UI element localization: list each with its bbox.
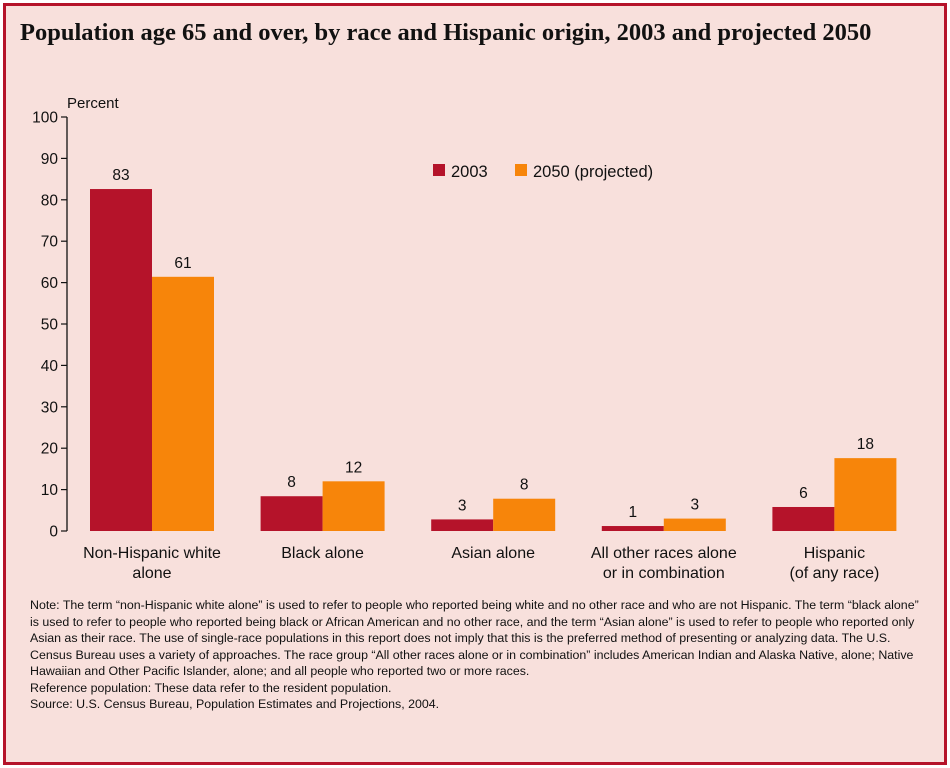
bar [90, 189, 152, 531]
y-tick-label: 30 [41, 399, 59, 416]
y-tick-label: 40 [41, 358, 59, 375]
chart-title: Population age 65 and over, by race and … [20, 19, 872, 46]
category-label: All other races alone [591, 545, 737, 562]
bar-value-label: 6 [799, 485, 808, 502]
legend: 2003 2050 (projected) [433, 163, 653, 181]
y-tick-label: 60 [41, 275, 59, 292]
source-text: Source: U.S. Census Bureau, Population E… [30, 697, 440, 711]
bar [260, 496, 323, 531]
bar-value-label: 18 [857, 436, 874, 453]
bar-value-label: 8 [287, 474, 296, 491]
bar-value-label: 12 [345, 459, 362, 476]
bar [772, 506, 835, 531]
category-label: alone [132, 565, 171, 582]
bar [431, 519, 494, 531]
y-tick-label: 90 [41, 151, 59, 168]
category-label: or in combination [603, 565, 725, 582]
legend-label: 2050 (projected) [533, 163, 653, 181]
category-label: (of any race) [789, 565, 879, 582]
y-tick-label: 50 [41, 317, 59, 334]
legend-label: 2003 [451, 163, 488, 181]
y-axis: 0 10 20 30 40 50 60 70 80 90 100 Percent [32, 95, 119, 541]
y-tick-label: 80 [41, 192, 59, 209]
category-label: Hispanic [804, 545, 865, 562]
legend-swatch [515, 164, 527, 176]
y-tick-label: 0 [49, 524, 58, 541]
bar [601, 526, 664, 531]
bar-value-label: 3 [690, 497, 699, 514]
bar-value-label: 8 [520, 477, 529, 494]
note-text: Note: The term “non-Hispanic white alone… [30, 598, 919, 678]
notes: Note: The term “non-Hispanic white alone… [30, 597, 925, 713]
category-label: Non-Hispanic white [83, 545, 221, 562]
x-axis-labels: Non-Hispanic white alone Black alone Asian … [83, 545, 879, 582]
legend-swatch [433, 164, 445, 176]
bar-value-label: 83 [112, 167, 129, 184]
bar [322, 481, 385, 531]
bar-value-label: 1 [628, 504, 637, 521]
y-tick-label: 10 [41, 482, 59, 499]
bar-value-label: 61 [174, 255, 191, 272]
y-tick-label: 20 [41, 441, 59, 458]
category-label: Black alone [281, 545, 364, 562]
y-tick-label: 70 [41, 234, 59, 251]
reference-text: Reference population: These data refer t… [30, 680, 392, 695]
bar [152, 276, 214, 531]
y-tick-label: 100 [32, 110, 58, 127]
bar [663, 518, 726, 531]
bar [493, 498, 556, 531]
category-label: Asian alone [451, 545, 535, 562]
bar-value-label: 3 [458, 497, 467, 514]
y-axis-label: Percent [67, 95, 120, 112]
bar [834, 458, 897, 531]
